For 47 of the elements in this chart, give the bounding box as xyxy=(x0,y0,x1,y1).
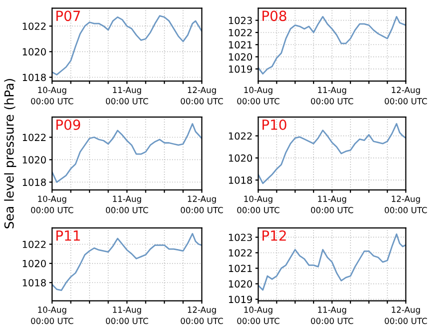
y-tick-label: 1018 xyxy=(22,74,46,82)
y-tick-label: 1023 xyxy=(229,16,252,24)
x-tick-label: 12-Aug 00:00 UTC xyxy=(180,86,223,104)
y-tick-label: 1019 xyxy=(229,65,252,73)
x-tick-label: 11-Aug 00:00 UTC xyxy=(310,86,354,104)
y-tick-label: 1021 xyxy=(229,41,252,48)
chart-title: P11 xyxy=(56,230,80,241)
y-axis-title: Sea level pressure (hPa) xyxy=(4,78,16,228)
y-tick-label: 1018 xyxy=(229,176,252,184)
y-tick-label: 1019 xyxy=(229,296,252,304)
x-tick-label: 12-Aug 00:00 UTC xyxy=(180,196,223,214)
chart-title: P08 xyxy=(262,10,286,22)
chart-title: P12 xyxy=(262,230,286,241)
y-tick-label: 1018 xyxy=(22,279,46,286)
x-tick-label: 11-Aug 00:00 UTC xyxy=(310,196,354,214)
x-tick-label: 11-Aug 00:00 UTC xyxy=(106,306,148,324)
x-tick-label: 10-Aug 00:00 UTC xyxy=(31,306,74,324)
y-tick-label: 1020 xyxy=(229,53,252,61)
x-tick-label: 12-Aug 00:00 UTC xyxy=(384,306,427,324)
x-tick-label: 12-Aug 00:00 UTC xyxy=(384,86,427,104)
y-tick-label: 1020 xyxy=(22,48,46,56)
x-tick-label: 10-Aug 00:00 UTC xyxy=(237,306,280,324)
x-tick-label: 11-Aug 00:00 UTC xyxy=(106,196,148,214)
chart-title: P07 xyxy=(56,10,80,22)
x-tick-label: 10-Aug 00:00 UTC xyxy=(31,86,74,104)
y-tick-label: 1020 xyxy=(22,260,46,268)
x-tick-label: 10-Aug 00:00 UTC xyxy=(237,86,280,104)
y-tick-label: 1023 xyxy=(229,234,252,242)
y-tick-label: 1022 xyxy=(22,22,46,30)
x-tick-label: 12-Aug 00:00 UTC xyxy=(180,306,223,324)
x-tick-label: 11-Aug 00:00 UTC xyxy=(310,306,354,324)
y-tick-label: 1022 xyxy=(22,134,46,142)
y-tick-label: 1020 xyxy=(229,154,252,162)
y-tick-label: 1022 xyxy=(229,132,252,140)
y-tick-label: 1022 xyxy=(22,240,46,248)
x-tick-label: 12-Aug 00:00 UTC xyxy=(384,196,427,214)
y-tick-label: 1022 xyxy=(229,28,252,36)
chart-title: P10 xyxy=(262,120,286,130)
y-tick-label: 1022 xyxy=(229,249,252,257)
x-tick-label: 10-Aug 00:00 UTC xyxy=(31,196,74,214)
y-tick-label: 1020 xyxy=(22,156,46,164)
y-tick-label: 1018 xyxy=(22,178,46,186)
x-tick-label: 10-Aug 00:00 UTC xyxy=(237,196,280,214)
y-tick-label: 1021 xyxy=(229,264,252,272)
chart-title: P09 xyxy=(56,120,80,130)
y-tick-label: 1020 xyxy=(229,280,252,288)
x-tick-label: 11-Aug 00:00 UTC xyxy=(106,86,148,104)
